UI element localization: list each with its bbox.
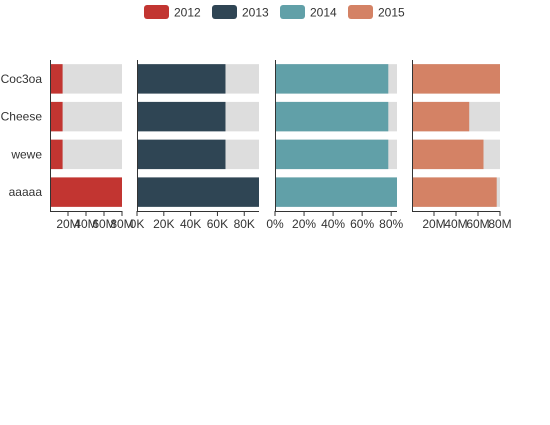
bar-2013-aaaaa[interactable]	[137, 177, 259, 207]
category-label-cheese: Cheese	[1, 110, 43, 124]
tick-label-2013-60k: 60K	[207, 217, 228, 231]
bar-2013-wewe[interactable]	[137, 139, 226, 170]
bar-2013-coc3oa[interactable]	[137, 64, 226, 94]
bar-2015-cheese[interactable]	[412, 101, 470, 132]
legend-swatch-2015	[348, 5, 373, 19]
category-axis-labels: Coc3oa Cheese wewe aaaaa	[1, 72, 43, 199]
tick-label-2015-60m: 60M	[466, 217, 489, 231]
legend-swatch-2014	[280, 5, 305, 19]
tick-label-2013-80k: 80K	[234, 217, 255, 231]
bar-2014-coc3oa[interactable]	[275, 64, 389, 94]
panel-2013: 0K 20K 40K 60K 80K	[130, 60, 259, 231]
bar-2015-aaaaa[interactable]	[412, 177, 497, 207]
bar-2012-wewe[interactable]	[50, 139, 63, 170]
legend-label-2015: 2015	[378, 6, 405, 20]
panel-2014: 0% 20% 40% 60% 80%	[266, 60, 404, 231]
tick-label-2012-20m: 20M	[56, 217, 79, 231]
legend-item-2012[interactable]: 2012	[144, 5, 201, 20]
legend-swatch-2013	[212, 5, 237, 19]
bar-2012-cheese[interactable]	[50, 101, 63, 132]
tick-label-2012-60m: 60M	[92, 217, 115, 231]
legend-item-2015[interactable]: 2015	[348, 5, 405, 20]
category-label-aaaaa: aaaaa	[9, 185, 43, 199]
bar-2015-coc3oa[interactable]	[412, 64, 500, 94]
legend-label-2013: 2013	[242, 6, 269, 20]
tick-label-2015-40m: 40M	[444, 217, 467, 231]
bar-2012-aaaaa[interactable]	[50, 177, 122, 207]
tick-label-2015-20m: 20M	[422, 217, 445, 231]
legend-swatch-2012	[144, 5, 169, 19]
category-label-wewe: wewe	[10, 147, 42, 161]
bar-2015-wewe[interactable]	[412, 139, 484, 170]
bar-2013-cheese[interactable]	[137, 101, 226, 132]
bar-2012-coc3oa[interactable]	[50, 64, 63, 94]
legend-item-2014[interactable]: 2014	[280, 5, 337, 20]
tick-label-2012-40m: 40M	[74, 217, 97, 231]
legend-label-2012: 2012	[174, 6, 201, 20]
tick-label-2014-0-: 0%	[266, 217, 284, 231]
legend-label-2014: 2014	[310, 6, 337, 20]
tick-label-2013-0k: 0K	[130, 217, 145, 231]
bar-2014-cheese[interactable]	[275, 101, 389, 132]
bar-2014-aaaaa[interactable]	[275, 177, 397, 207]
tick-label-2012-80m: 80M	[110, 217, 133, 231]
category-label-coc3oa: Coc3oa	[1, 72, 43, 86]
legend: 2012 2013 2014 2015	[144, 5, 405, 20]
tick-label-2014-20-: 20%	[292, 217, 316, 231]
tick-label-2014-40-: 40%	[321, 217, 345, 231]
tick-label-2014-80-: 80%	[379, 217, 403, 231]
tick-label-2013-20k: 20K	[153, 217, 174, 231]
tick-label-2014-60-: 60%	[350, 217, 374, 231]
legend-item-2013[interactable]: 2013	[212, 5, 269, 20]
tick-label-2013-40k: 40K	[180, 217, 201, 231]
bar-2014-wewe[interactable]	[275, 139, 389, 170]
tick-label-2015-80m: 80M	[488, 217, 511, 231]
